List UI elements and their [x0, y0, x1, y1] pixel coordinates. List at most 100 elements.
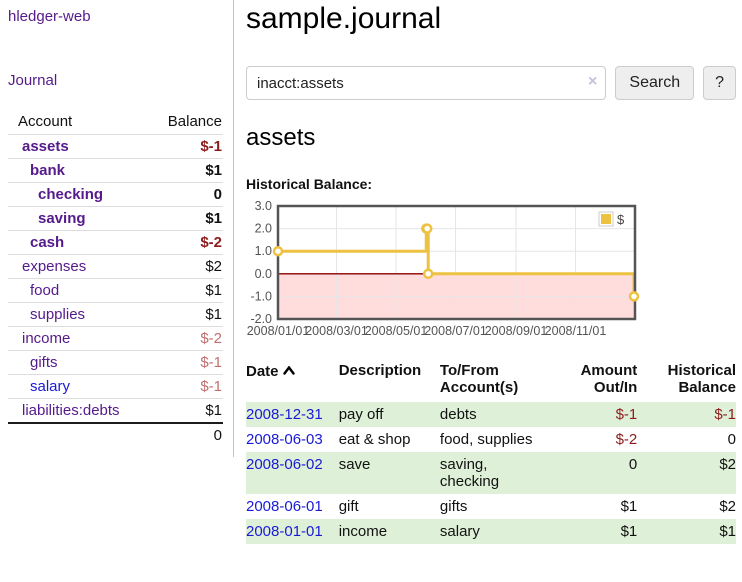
transaction-balance: $2 [719, 498, 736, 515]
register-table: Date Description To/From Account(s) Amou… [246, 360, 736, 544]
accounts-col-account: Account [18, 113, 73, 130]
account-balance: $-1 [200, 138, 222, 155]
x-axis-tick-label: 2008/11/01 [545, 324, 607, 338]
x-axis-tick-label: 2008/05/01 [365, 324, 428, 338]
y-axis-tick-label: 1.0 [255, 244, 272, 258]
x-axis-tick-label: 2008/01/01 [247, 324, 310, 338]
app-brand-link[interactable]: hledger-web [8, 8, 91, 25]
x-axis-tick-label: 2008/07/01 [424, 324, 487, 338]
account-balance: $-1 [200, 378, 222, 395]
historical-balance-chart[interactable]: $3.0 2.0 1.0 0.0 -1.0 -2.0 2008/01/01 2008/03/0… [246, 200, 742, 350]
account-row: expenses $2 [8, 254, 223, 279]
account-row: food $1 [8, 278, 223, 303]
account-link-income[interactable]: income [22, 330, 71, 347]
account-balance: $1 [205, 306, 222, 323]
register-row: 2008-06-01 gift gifts $1 $2 [246, 494, 736, 519]
account-link-supplies[interactable]: supplies [30, 306, 86, 323]
x-axis-tick-label: 2008/03/01 [305, 324, 368, 338]
register-header-row: Date Description To/From Account(s) Amou… [246, 360, 736, 402]
main-content: sample.journal × Search ? assets Histori… [234, 0, 742, 564]
data-point-marker [422, 268, 434, 280]
account-balance: $1 [205, 162, 222, 179]
account-link-expenses[interactable]: expenses [22, 258, 87, 275]
transaction-description: pay off [338, 406, 384, 423]
register-row: 2008-01-01 income salary $1 $1 [246, 519, 736, 544]
transaction-balance: 0 [727, 431, 736, 448]
transaction-amount: 0 [628, 456, 638, 473]
transaction-amount: $1 [620, 498, 638, 515]
account-link-liabilities-debts[interactable]: liabilities:debts [22, 402, 120, 419]
y-axis-tick-label: 3.0 [255, 200, 272, 213]
search-button[interactable]: Search [615, 66, 695, 100]
col-header-amount: Amount Out/In [580, 362, 638, 396]
register-row: 2008-06-02 save saving, checking 0 $2 [246, 452, 736, 494]
search-input[interactable] [246, 66, 607, 100]
account-balance: $1 [205, 210, 222, 227]
account-link-assets[interactable]: assets [22, 138, 69, 155]
account-row: salary $-1 [8, 374, 223, 399]
plot-border [276, 204, 637, 321]
transaction-tofrom: salary [439, 523, 480, 540]
sidebar: hledger-web Journal Account Balance asse… [0, 0, 234, 457]
y-axis-tick-label: 0.0 [255, 267, 272, 281]
accounts-total: 0 [213, 427, 222, 444]
account-balance: $-2 [200, 330, 222, 347]
account-link-salary[interactable]: salary [30, 378, 71, 395]
page-title: sample.journal [246, 2, 442, 35]
account-link-checking[interactable]: checking [38, 186, 104, 203]
account-row: supplies $1 [8, 302, 223, 327]
transaction-date-link[interactable]: 2008-06-02 [246, 456, 323, 473]
account-link-saving[interactable]: saving [38, 210, 86, 227]
transaction-amount: $-2 [615, 431, 638, 448]
y-axis-tick-label: -1.0 [250, 289, 272, 303]
x-axis-tick-label: 2008/09/01 [485, 324, 548, 338]
account-balance: $2 [205, 258, 222, 275]
account-row: income $-2 [8, 326, 223, 351]
transaction-date-link[interactable]: 2008-06-01 [246, 498, 323, 515]
register-row: 2008-12-31 pay off debts $-1 $-1 [246, 402, 736, 427]
transaction-tofrom: food, supplies [439, 431, 533, 448]
col-header-tofrom: To/From Account(s) [439, 362, 519, 396]
account-balance: $-2 [200, 234, 222, 251]
account-balance: $1 [205, 282, 222, 299]
account-row: assets $-1 [8, 134, 223, 159]
account-heading: assets [246, 124, 316, 151]
transaction-date-link[interactable]: 2008-12-31 [246, 406, 323, 423]
transaction-amount: $1 [620, 523, 638, 540]
accounts-total-row: 0 [8, 423, 223, 447]
account-row: bank $1 [8, 158, 223, 183]
account-balance: 0 [213, 186, 222, 203]
legend-swatch [601, 214, 611, 224]
account-row: checking 0 [8, 182, 223, 207]
search-form: × Search ? [246, 66, 736, 100]
register-row: 2008-06-03 eat & shop food, supplies $-2… [246, 427, 736, 452]
y-axis-tick-label: 2.0 [255, 222, 272, 236]
account-link-food[interactable]: food [30, 282, 60, 299]
col-header-balance: Historical Balance [667, 362, 736, 396]
legend-label: $ [617, 212, 625, 227]
transaction-balance: $2 [719, 456, 736, 473]
data-point-marker [421, 223, 433, 234]
col-header-date[interactable]: Date [246, 360, 339, 402]
sort-ascending-icon [282, 362, 295, 379]
transaction-date-link[interactable]: 2008-06-03 [246, 431, 323, 448]
transaction-description: income [338, 523, 388, 540]
sidebar-item-journal[interactable]: Journal [8, 72, 58, 89]
transaction-tofrom: saving, checking [439, 456, 500, 490]
account-link-gifts[interactable]: gifts [30, 354, 58, 371]
help-button[interactable]: ? [703, 66, 736, 100]
clear-search-icon[interactable]: × [588, 73, 598, 90]
accounts-table: Account Balance assets $-1 bank $1 checkin… [8, 110, 223, 447]
account-row: cash $-2 [8, 230, 223, 255]
account-link-cash[interactable]: cash [30, 234, 65, 251]
data-point-marker [628, 291, 640, 302]
account-link-bank[interactable]: bank [30, 162, 66, 179]
transaction-date-link[interactable]: 2008-01-01 [246, 523, 323, 540]
account-row: liabilities:debts $1 [8, 398, 223, 424]
chart-title: Historical Balance: [246, 176, 373, 192]
transaction-balance: $-1 [714, 406, 736, 423]
transaction-description: eat & shop [338, 431, 411, 448]
transaction-amount: $-1 [615, 406, 638, 423]
account-balance: $1 [205, 402, 222, 419]
y-axis-tick-label: -2.0 [250, 312, 272, 326]
